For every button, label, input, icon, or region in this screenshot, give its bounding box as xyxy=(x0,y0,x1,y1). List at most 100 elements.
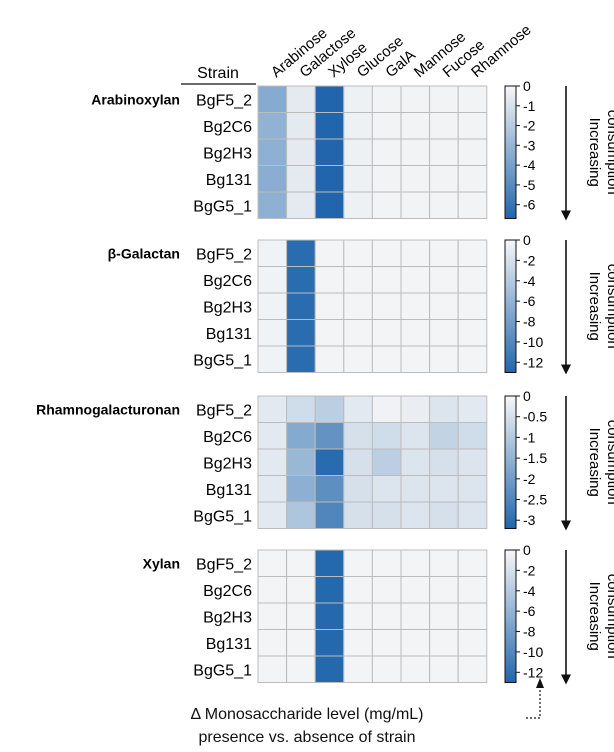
heatmap-cell xyxy=(314,85,345,113)
heatmap-cell xyxy=(371,576,402,604)
colorbar-tick-label: -12 xyxy=(523,664,543,680)
strain-label: Bg131 xyxy=(206,172,252,189)
heatmap-cell xyxy=(257,138,288,166)
heatmap-cell xyxy=(286,319,316,347)
heatmap-cell xyxy=(314,266,345,294)
strain-label: BgF5_2 xyxy=(196,556,252,573)
strain-label: BgG5_1 xyxy=(193,352,252,369)
colorbar-tick-label: -12 xyxy=(523,354,543,370)
heatmap-cell xyxy=(457,501,488,529)
heatmap-cell xyxy=(400,422,431,450)
heatmap-cell xyxy=(257,549,288,577)
heatmap-cell xyxy=(371,501,402,529)
colorbar-tick-label: -10 xyxy=(523,334,543,350)
heatmap-cell xyxy=(286,655,316,683)
strain-label: BgF5_2 xyxy=(196,402,252,419)
heatmap-cell xyxy=(286,191,316,219)
heatmap-cell xyxy=(343,85,373,113)
heatmap-cell xyxy=(457,629,488,657)
footer-arrow-head xyxy=(536,678,544,688)
heatmap-cell xyxy=(457,576,488,604)
heatmap-cell xyxy=(257,501,288,529)
colorbar xyxy=(504,85,517,219)
heatmap-cell xyxy=(286,475,316,503)
heatmap-cell xyxy=(429,239,459,267)
heatmap-cell xyxy=(343,239,373,267)
heatmap-cell xyxy=(314,112,345,140)
heatmap-cell xyxy=(371,395,402,423)
colorbar-tick-label: -8 xyxy=(523,314,536,330)
heatmap-cell xyxy=(257,85,288,113)
heatmap-cell xyxy=(371,422,402,450)
heatmap-cell xyxy=(457,422,488,450)
colorbar-tick-label: -3 xyxy=(523,137,536,153)
heatmap-cell xyxy=(457,112,488,140)
heatmap-cell xyxy=(429,138,459,166)
heatmap-cell xyxy=(286,395,316,423)
heatmap-cell xyxy=(457,345,488,373)
heatmap-panels: Arabinoxylan BgF5_2 Bg2C6 Bg2H3 Bg131 BgG5_1 0… xyxy=(36,78,614,685)
heatmap-cell xyxy=(286,549,316,577)
heatmap-cell xyxy=(371,629,402,657)
heatmap-cell xyxy=(457,319,488,347)
strain-label: Bg2H3 xyxy=(203,299,252,316)
heatmap-cell xyxy=(343,138,373,166)
strain-label: Bg131 xyxy=(206,326,252,343)
colorbar-note-line-2: consumption xyxy=(604,420,614,505)
heatmap-cell xyxy=(257,475,288,503)
heatmap-cell xyxy=(343,655,373,683)
colorbar xyxy=(504,549,517,683)
heatmap-cell xyxy=(429,112,459,140)
colorbar-tick-label: -2 xyxy=(523,252,536,268)
heatmap-cell xyxy=(257,602,288,630)
heatmap-cell xyxy=(257,395,288,423)
heatmap-cell xyxy=(429,549,459,577)
strain-label: Bg2C6 xyxy=(203,429,252,446)
heatmap-cell xyxy=(343,475,373,503)
colorbar-note-line-2: consumption xyxy=(604,574,614,659)
footer-dotted-arrow xyxy=(526,678,544,719)
footer-arrow-path xyxy=(526,686,541,719)
heatmap-cell xyxy=(457,85,488,113)
colorbar-note-line-2: consumption xyxy=(604,110,614,195)
heatmap-cell xyxy=(371,138,402,166)
heatmap-cell xyxy=(371,602,402,630)
heatmap-cell xyxy=(314,475,345,503)
colorbar-tick-label: -4 xyxy=(523,157,536,173)
heatmap-cell xyxy=(314,165,345,193)
footer-line-2: presence vs. absence of strain xyxy=(198,729,416,746)
panel-2: Rhamnogalacturonan BgF5_2 Bg2C6 Bg2H3 Bg131 B… xyxy=(36,388,614,531)
heatmap-cell xyxy=(429,266,459,294)
heatmap-cell xyxy=(314,292,345,320)
heatmap-cell xyxy=(286,448,316,476)
heatmap-cell xyxy=(400,549,431,577)
heatmap-cell xyxy=(371,319,402,347)
heatmap-cell xyxy=(429,576,459,604)
colorbar-tick-label: -6 xyxy=(523,603,536,619)
colorbar-tick-label: -6 xyxy=(523,197,536,213)
heatmap-cell xyxy=(371,239,402,267)
heatmap-cell xyxy=(343,576,373,604)
strain-label: BgG5_1 xyxy=(193,508,252,525)
heatmap-cell xyxy=(314,345,345,373)
heatmap-cell xyxy=(343,602,373,630)
heatmap-cell xyxy=(429,602,459,630)
heatmap-cell xyxy=(286,345,316,373)
heatmap-cell xyxy=(400,602,431,630)
heatmap-cell xyxy=(286,576,316,604)
heatmap-cell xyxy=(286,239,316,267)
strain-label: Bg2H3 xyxy=(203,455,252,472)
colorbar-tick-label: -1 xyxy=(523,429,536,445)
heatmap-cell xyxy=(343,112,373,140)
strain-label: Bg2C6 xyxy=(203,273,252,290)
heatmap-cell xyxy=(314,239,345,267)
heatmap-cell xyxy=(343,501,373,529)
heatmap-cell xyxy=(257,422,288,450)
heatmap-cell xyxy=(400,395,431,423)
column-headers: ArabinoseGalactoseXyloseGlucoseGalAManno… xyxy=(268,21,535,81)
panel-label: Xylan xyxy=(143,555,180,571)
heatmap-cell xyxy=(429,448,459,476)
colorbar-tick-label: 0 xyxy=(523,388,531,404)
heatmap-cell xyxy=(371,448,402,476)
strain-label: Bg131 xyxy=(206,636,252,653)
